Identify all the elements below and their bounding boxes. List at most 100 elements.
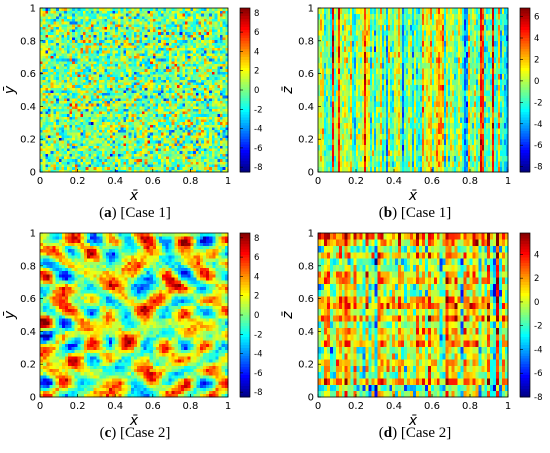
heatmap-cell xyxy=(225,45,229,49)
heatmap-cell xyxy=(99,55,103,59)
heatmap-cell xyxy=(187,111,191,115)
heatmap-cell xyxy=(69,127,73,131)
heatmap-cell xyxy=(332,161,335,167)
heatmap-cell xyxy=(163,153,167,157)
heatmap-cell xyxy=(168,148,172,152)
heatmap-cell xyxy=(117,108,121,112)
heatmap-cell xyxy=(203,10,207,14)
heatmap-cell xyxy=(195,55,199,59)
heatmap-cell xyxy=(112,111,116,115)
heatmap-cell xyxy=(120,13,124,17)
heatmap-cell xyxy=(61,26,65,30)
heatmap-cell xyxy=(74,129,78,133)
heatmap-cell xyxy=(209,76,213,80)
heatmap-cell xyxy=(50,169,54,173)
heatmap-cell xyxy=(56,87,60,91)
heatmap-cell xyxy=(193,21,197,25)
heatmap-cell xyxy=(438,139,441,146)
heatmap-cell xyxy=(72,142,76,146)
heatmap-cell xyxy=(66,26,70,30)
heatmap-cell xyxy=(168,63,172,67)
heatmap-cell xyxy=(64,119,68,123)
heatmap-cell xyxy=(211,47,215,51)
heatmap-cell xyxy=(190,66,194,70)
heatmap-cell xyxy=(72,50,76,54)
heatmap-cell xyxy=(152,150,156,154)
heatmap-cell xyxy=(45,169,49,173)
heatmap-cell xyxy=(380,155,383,162)
heatmap-cell xyxy=(136,92,140,96)
heatmap-cell xyxy=(152,108,156,112)
heatmap-cell xyxy=(77,47,81,51)
heatmap-cell xyxy=(85,8,89,12)
heatmap-cell xyxy=(101,134,105,139)
heatmap-cell xyxy=(219,26,224,30)
heatmap-cell xyxy=(336,150,339,156)
heatmap-cell xyxy=(142,111,146,115)
heatmap-cell xyxy=(142,156,146,160)
heatmap-cell xyxy=(107,108,111,112)
heatmap-cell xyxy=(93,31,97,35)
heatmap-cell xyxy=(72,37,76,41)
heatmap-cell xyxy=(225,164,229,168)
heatmap-cell xyxy=(74,132,78,136)
heatmap-cell xyxy=(117,116,121,120)
heatmap-cell xyxy=(201,31,205,35)
heatmap-cell xyxy=(185,58,189,62)
heatmap-cell xyxy=(494,161,497,167)
heatmap-cell xyxy=(91,58,95,62)
heatmap-cell xyxy=(72,127,76,131)
heatmap-cell xyxy=(144,8,148,12)
heatmap-cell xyxy=(182,127,186,131)
heatmap-cell xyxy=(193,39,197,43)
heatmap-cell xyxy=(219,161,224,165)
heatmap-cell xyxy=(131,18,135,22)
heatmap-cell xyxy=(80,140,84,144)
heatmap-cell xyxy=(158,137,162,141)
heatmap-cell xyxy=(50,95,54,99)
heatmap-cell xyxy=(53,13,57,17)
heatmap-cell xyxy=(193,26,197,30)
heatmap-cell xyxy=(168,103,172,107)
heatmap-cell xyxy=(466,155,469,162)
heatmap-cell xyxy=(58,116,62,120)
heatmap-cell xyxy=(174,164,178,168)
heatmap-cell xyxy=(203,111,207,115)
heatmap-cell xyxy=(40,68,44,72)
heatmap-cell xyxy=(176,37,181,41)
heatmap-cell xyxy=(77,15,81,19)
heatmap-cell xyxy=(115,113,119,117)
heatmap-cell xyxy=(222,156,226,160)
heatmap-cell xyxy=(198,82,202,86)
heatmap-cell xyxy=(82,42,87,46)
heatmap-cell xyxy=(144,55,148,59)
heatmap-cell xyxy=(77,164,81,168)
heatmap-cell xyxy=(72,158,76,162)
heatmap-cell xyxy=(190,82,194,86)
heatmap-cell xyxy=(125,58,130,62)
heatmap-cell xyxy=(217,26,221,30)
heatmap-cell xyxy=(344,139,347,146)
heatmap-cell xyxy=(211,105,215,109)
heatmap-cell xyxy=(182,13,186,17)
heatmap-cell xyxy=(322,139,325,146)
heatmap-cell xyxy=(107,26,111,30)
heatmap-cell xyxy=(152,79,156,83)
heatmap-cell xyxy=(150,132,154,136)
heatmap-cell xyxy=(48,18,52,22)
heatmap-cell xyxy=(496,155,499,162)
colorbar-segment xyxy=(240,13,250,17)
heatmap-cell xyxy=(82,156,87,160)
heatmap-cell xyxy=(134,92,138,96)
heatmap-cell xyxy=(390,144,393,151)
heatmap-cell xyxy=(179,47,183,51)
heatmap-cell xyxy=(187,10,191,14)
heatmap-cell xyxy=(91,52,95,57)
heatmap-cell xyxy=(48,148,52,152)
heatmap-cell xyxy=(96,129,100,133)
heatmap-cell xyxy=(147,105,151,109)
heatmap-cell xyxy=(134,90,138,94)
heatmap-cell xyxy=(219,140,224,144)
heatmap-cell xyxy=(115,140,119,144)
heatmap-cell xyxy=(388,139,391,146)
